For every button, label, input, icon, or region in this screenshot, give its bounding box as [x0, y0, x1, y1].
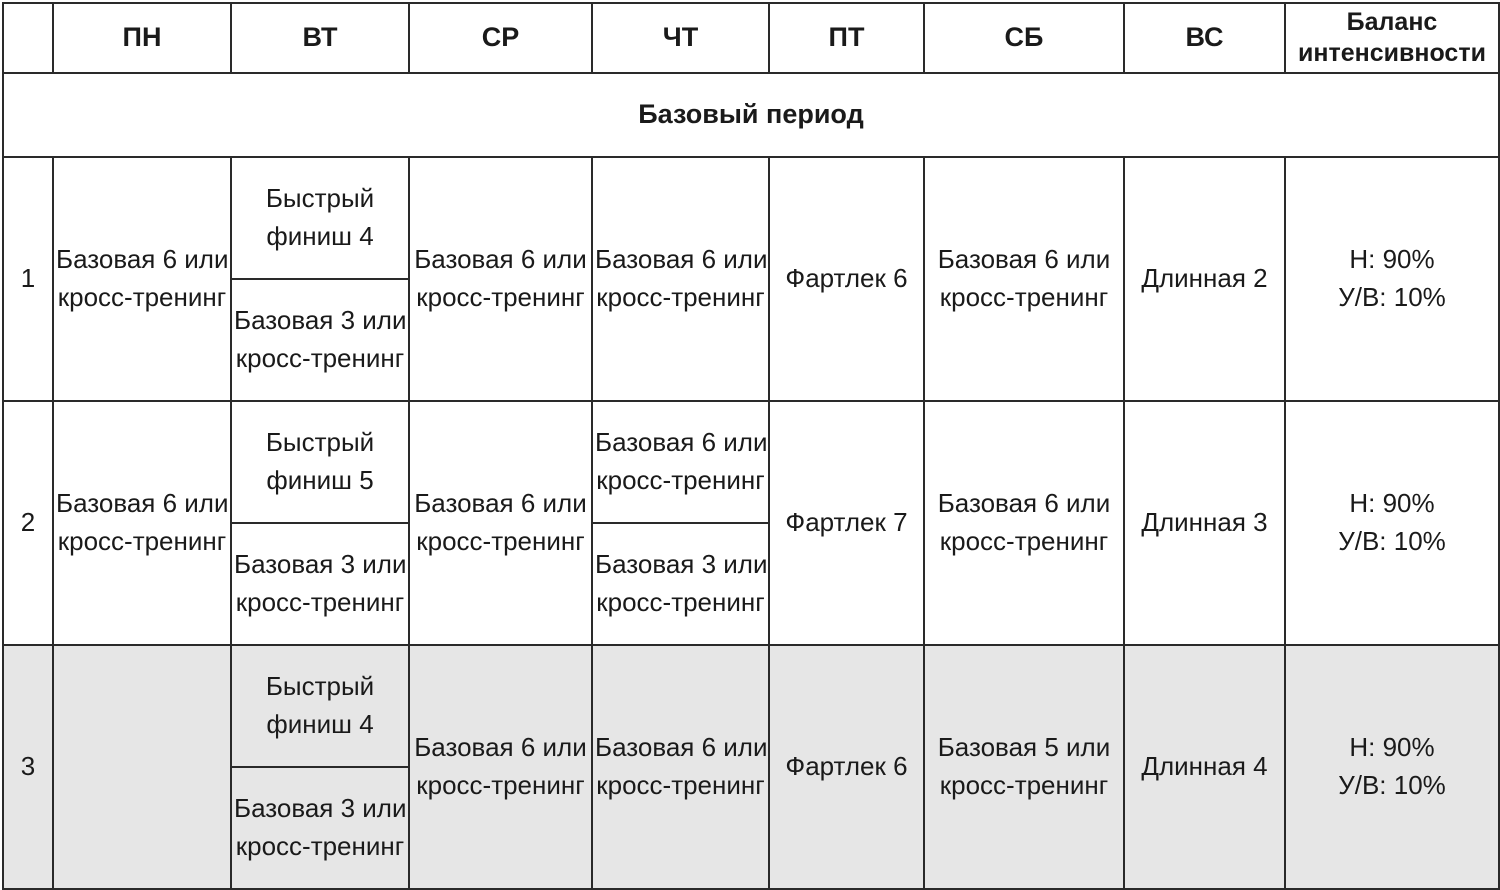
header-row: ПН ВТ СР ЧТ ПТ СБ ВС Баланс интенсивност… — [2, 2, 1500, 74]
week-number: 3 — [2, 644, 54, 890]
fri-cell: Фартлек 6 — [768, 156, 925, 402]
workout-line: кросс-тренинг — [416, 282, 585, 312]
tue-bottom-cell: Базовая 3 или кросс-тренинг — [230, 766, 410, 890]
tue-bottom-cell: Базовая 3 или кросс-тренинг — [230, 278, 410, 402]
tue-bottom-cell: Базовая 3 или кросс-тренинг — [230, 522, 410, 646]
header-sat: СБ — [923, 2, 1125, 74]
week-3-row-top: 3 Быстрый финиш 4 Базовая 6 или кросс-тр… — [2, 644, 1500, 890]
workout-line: Базовая 6 или — [414, 488, 587, 519]
workout-line: кросс-тренинг — [57, 282, 227, 312]
workout-line: кросс-тренинг — [939, 770, 1109, 800]
balance-cell: Н: 90% У/В: 10% — [1284, 644, 1500, 890]
period-title: Базовый период — [2, 72, 1500, 158]
workout-line: Базовая 5 или — [937, 732, 1111, 763]
sun-cell: Длинная 3 — [1123, 400, 1286, 646]
week-1-row-bottom: Базовая 3 или кросс-тренинг — [3, 278, 1499, 402]
sat-cell: Базовая 6 или кросс-тренинг — [923, 400, 1125, 646]
balance-line: Н: 90% — [1349, 488, 1435, 519]
week-number: 1 — [2, 156, 54, 402]
balance-line: Н: 90% — [1349, 244, 1435, 275]
header-thu: ЧТ — [591, 2, 770, 74]
workout-line: Базовая 6 или — [937, 488, 1111, 519]
tue-top-cell: Быстрый финиш 4 — [230, 156, 410, 280]
period-row: Базовый период — [2, 72, 1500, 158]
balance-cell: Н: 90% У/В: 10% — [1284, 400, 1500, 646]
workout-line: финиш 4 — [266, 709, 374, 739]
week-2-row-bottom: Базовая 3 или кросс-тренинг Базовая 3 ил… — [3, 522, 1499, 646]
mon-cell — [52, 644, 232, 890]
sun-cell: Длинная 4 — [1123, 644, 1286, 890]
balance-line: Н: 90% — [1349, 732, 1435, 763]
workout-line: кросс-тренинг — [235, 831, 405, 861]
tue-top-cell: Быстрый финиш 4 — [230, 644, 410, 768]
workout-line: кросс-тренинг — [939, 282, 1109, 312]
wed-cell: Базовая 6 или кросс-тренинг — [408, 400, 593, 646]
workout-line: кросс-тренинг — [235, 343, 405, 373]
header-week — [2, 2, 54, 74]
week-number: 2 — [2, 400, 54, 646]
header-balance-line1: Баланс — [1346, 7, 1438, 36]
sat-cell: Базовая 6 или кросс-тренинг — [923, 156, 1125, 402]
workout-line: Быстрый — [265, 671, 375, 702]
workout-line: финиш 5 — [266, 465, 374, 495]
workout-line: Базовая 3 или — [234, 305, 407, 336]
sat-cell: Базовая 5 или кросс-тренинг — [923, 644, 1125, 890]
wed-cell: Базовая 6 или кросс-тренинг — [408, 156, 593, 402]
balance-line: У/В: 10% — [1338, 526, 1446, 556]
fri-cell: Фартлек 6 — [768, 644, 925, 890]
workout-line: Базовая 6 или — [414, 244, 587, 275]
thu-top-cell: Базовая 6 или кросс-тренинг — [591, 400, 770, 524]
header-balance-line2: интенсивности — [1298, 39, 1486, 67]
header-sun: ВС — [1123, 2, 1286, 74]
header-wed: СР — [408, 2, 593, 74]
fri-cell: Фартлек 7 — [768, 400, 925, 646]
tue-top-cell: Быстрый финиш 5 — [230, 400, 410, 524]
workout-line: кросс-тренинг — [57, 526, 227, 556]
workout-line: Базовая 6 или — [56, 244, 229, 275]
workout-line: кросс-тренинг — [416, 526, 585, 556]
sun-cell: Длинная 2 — [1123, 156, 1286, 402]
workout-line: Базовая 3 или — [595, 549, 768, 580]
workout-line: Базовая 6 или — [414, 732, 587, 763]
workout-line: кросс-тренинг — [596, 770, 765, 800]
balance-line: У/В: 10% — [1338, 770, 1446, 800]
workout-line: Быстрый — [265, 427, 375, 458]
thu-cell: Базовая 6 или кросс-тренинг — [591, 644, 770, 890]
workout-line: Быстрый — [265, 183, 375, 214]
wed-cell: Базовая 6 или кросс-тренинг — [408, 644, 593, 890]
workout-line: Базовая 6 или — [937, 244, 1111, 275]
workout-line: Базовая 6 или — [595, 732, 768, 763]
mon-cell: Базовая 6 или кросс-тренинг — [52, 156, 232, 402]
week-1-row-top: 1 Базовая 6 или кросс-тренинг Быстрый фи… — [2, 156, 1500, 402]
workout-line: кросс-тренинг — [596, 465, 765, 495]
workout-line: финиш 4 — [266, 221, 374, 251]
balance-cell: Н: 90% У/В: 10% — [1284, 156, 1500, 402]
balance-line: У/В: 10% — [1338, 282, 1446, 312]
workout-line: кросс-тренинг — [939, 526, 1109, 556]
workout-line: Базовая 6 или — [56, 488, 229, 519]
week-3-row-bottom: Базовая 3 или кросс-тренинг — [3, 766, 1499, 890]
header-tue: ВТ — [230, 2, 410, 74]
workout-line: Базовая 3 или — [234, 549, 407, 580]
workout-line: кросс-тренинг — [596, 282, 765, 312]
header-fri: ПТ — [768, 2, 925, 74]
workout-line: кросс-тренинг — [235, 587, 405, 617]
header-balance: Баланс интенсивности — [1284, 2, 1500, 74]
thu-bottom-cell: Базовая 3 или кросс-тренинг — [591, 522, 770, 646]
workout-line: Базовая 6 или — [595, 427, 768, 458]
workout-line: кросс-тренинг — [596, 587, 765, 617]
workout-line: кросс-тренинг — [416, 770, 585, 800]
week-2-row-top: 2 Базовая 6 или кросс-тренинг Быстрый фи… — [2, 400, 1500, 646]
thu-cell: Базовая 6 или кросс-тренинг — [591, 156, 770, 402]
header-mon: ПН — [52, 2, 232, 74]
workout-line: Базовая 3 или — [234, 793, 407, 824]
workout-line: Базовая 6 или — [595, 244, 768, 275]
mon-cell: Базовая 6 или кросс-тренинг — [52, 400, 232, 646]
